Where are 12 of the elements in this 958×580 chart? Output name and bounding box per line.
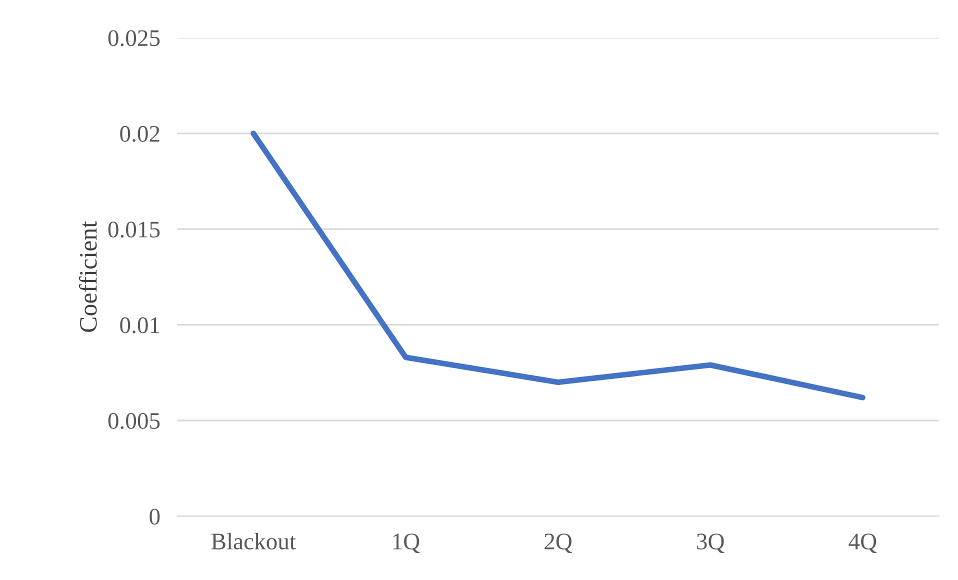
x-tick-label: Blackout bbox=[211, 532, 296, 550]
y-tick-label: 0.01 bbox=[120, 317, 160, 334]
x-tick-label: 4Q bbox=[848, 534, 877, 554]
y-tick-label: 0 bbox=[150, 508, 160, 525]
y-tick-label: 0.02 bbox=[120, 126, 160, 142]
y-tick-label: 0.015 bbox=[108, 222, 160, 238]
y-tick-label: 0.025 bbox=[108, 30, 160, 46]
x-tick-label: 1Q bbox=[393, 534, 420, 554]
y-axis-title: Coefficient bbox=[78, 221, 97, 332]
x-tick-label: 2Q bbox=[544, 534, 572, 554]
x-tick-label: 3Q bbox=[697, 534, 724, 554]
y-tick-label: 0.005 bbox=[108, 412, 160, 430]
